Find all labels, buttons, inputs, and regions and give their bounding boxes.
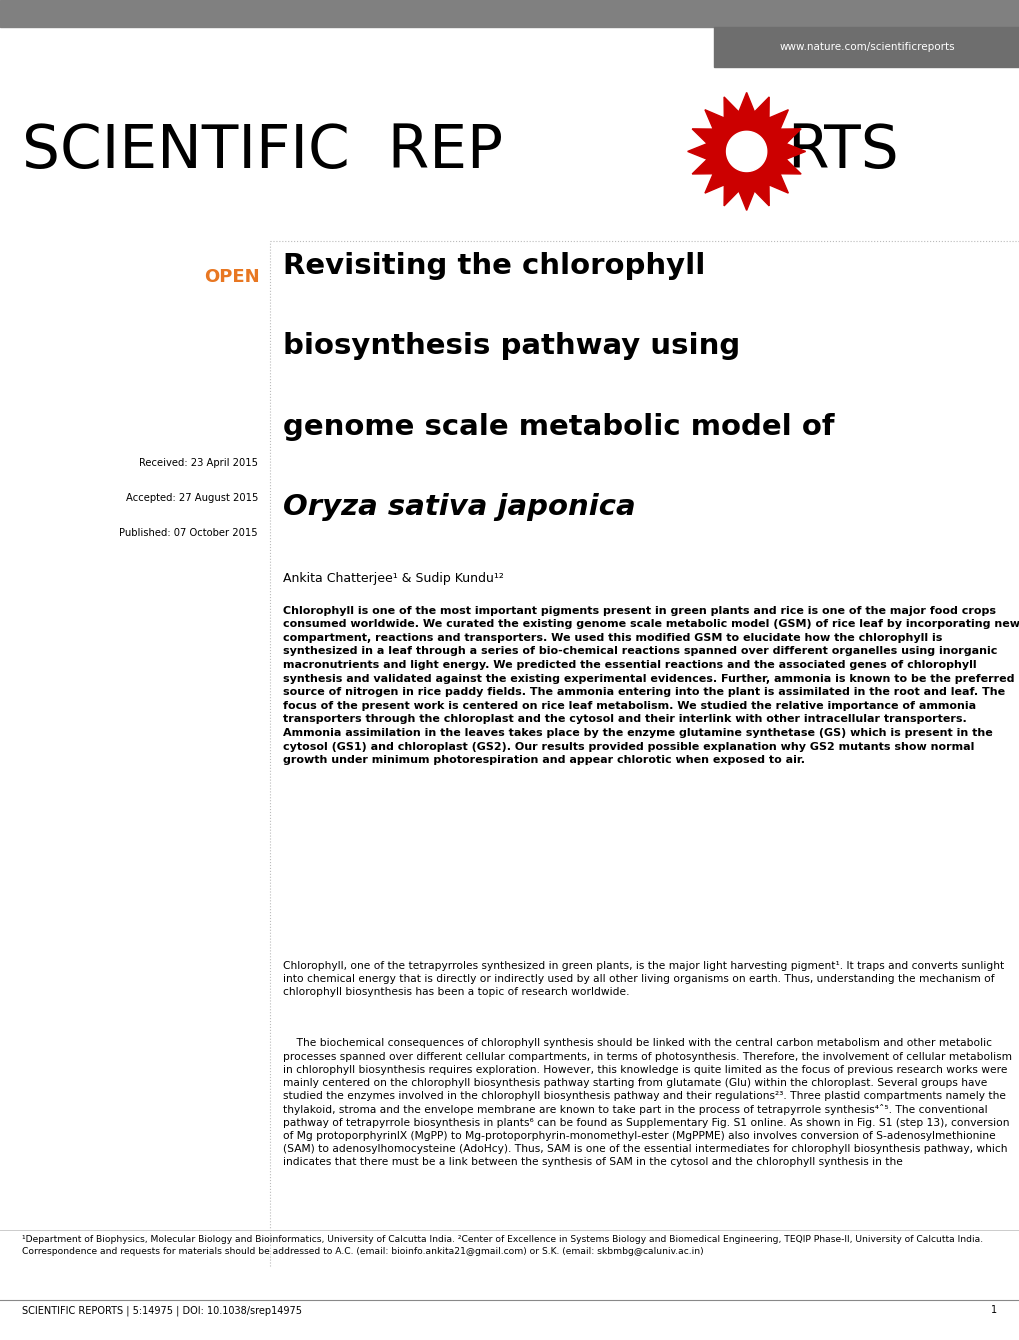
Text: SCIENTIFIC REPORTS | 5:14975 | DOI: 10.1038/srep14975: SCIENTIFIC REPORTS | 5:14975 | DOI: 10.1…: [22, 1305, 303, 1316]
Text: OPEN: OPEN: [204, 268, 260, 285]
Bar: [713, 27, 1019, 67]
Text: SCIENTIFIC  REP: SCIENTIFIC REP: [22, 122, 503, 181]
Text: Chlorophyll, one of the tetrapyrroles synthesized in green plants, is the major : Chlorophyll, one of the tetrapyrroles sy…: [282, 961, 1003, 997]
Text: ¹Department of Biophysics, Molecular Biology and Bioinformatics, University of C: ¹Department of Biophysics, Molecular Bio…: [22, 1235, 985, 1256]
Polygon shape: [687, 92, 805, 210]
Text: Chlorophyll is one of the most important pigments present in green plants and ri: Chlorophyll is one of the most important…: [282, 606, 1019, 765]
Text: The biochemical consequences of chlorophyll synthesis should be linked with the : The biochemical consequences of chloroph…: [282, 1038, 1011, 1167]
Text: RTS: RTS: [787, 122, 899, 181]
Text: biosynthesis pathway using: biosynthesis pathway using: [282, 332, 739, 360]
Text: Accepted: 27 August 2015: Accepted: 27 August 2015: [125, 493, 258, 502]
Text: www.nature.com/scientificreports: www.nature.com/scientificreports: [779, 42, 954, 52]
Bar: [0, 0, 1019, 27]
Text: genome scale metabolic model of: genome scale metabolic model of: [282, 413, 834, 441]
Text: Published: 07 October 2015: Published: 07 October 2015: [119, 528, 258, 537]
Polygon shape: [726, 131, 766, 172]
Text: Oryza sativa japonica: Oryza sativa japonica: [282, 493, 635, 521]
Text: Ankita Chatterjee¹ & Sudip Kundu¹²: Ankita Chatterjee¹ & Sudip Kundu¹²: [282, 572, 503, 586]
Text: Revisiting the chlorophyll: Revisiting the chlorophyll: [282, 252, 704, 280]
Text: Received: 23 April 2015: Received: 23 April 2015: [139, 458, 258, 468]
Text: 1: 1: [990, 1305, 997, 1315]
